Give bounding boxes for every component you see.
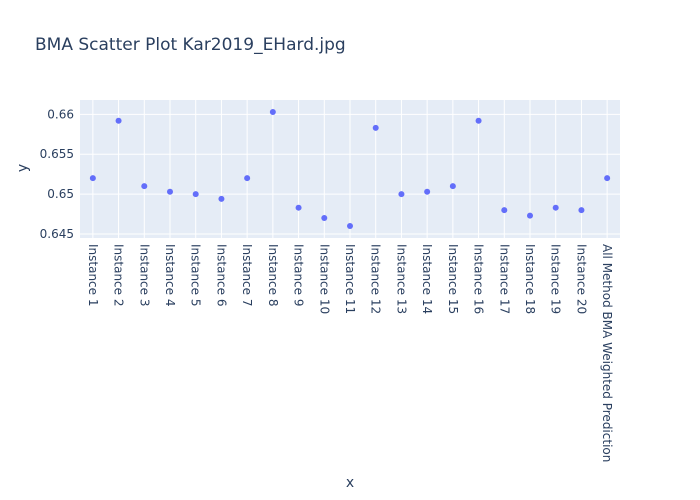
- y-tick-label: 0.65: [47, 187, 74, 201]
- x-tick-label: Instance 14: [420, 244, 434, 314]
- y-tick-label: 0.655: [40, 147, 74, 161]
- x-tick-label: Instance 8: [266, 244, 280, 307]
- data-point: [115, 117, 122, 124]
- data-point: [372, 124, 379, 131]
- x-tick-label: Instance 1: [86, 244, 100, 307]
- data-point: [449, 183, 456, 190]
- gridlines: [80, 100, 620, 238]
- x-tick-label: All Method BMA Weighted Prediction: [600, 244, 614, 462]
- x-tick-label: Instance 4: [163, 244, 177, 307]
- data-point: [578, 207, 585, 214]
- data-point: [527, 212, 533, 219]
- x-tick-label: Instance 11: [343, 244, 357, 314]
- data-point: [244, 175, 251, 182]
- data-point: [269, 108, 276, 115]
- data-point: [167, 188, 173, 195]
- data-point: [604, 175, 611, 182]
- x-tick-label: Instance 15: [446, 244, 460, 314]
- x-axis-title: x: [346, 475, 354, 491]
- data-point: [89, 175, 96, 182]
- x-tick-label: Instance 3: [137, 244, 151, 307]
- x-tick-label: Instance 13: [394, 244, 408, 314]
- y-tick-label: 0.645: [40, 227, 74, 241]
- x-tick-label: Instance 17: [497, 244, 511, 314]
- x-tick-label: Instance 7: [240, 244, 254, 307]
- chart-title: BMA Scatter Plot Kar2019_EHard.jpg: [35, 35, 346, 55]
- data-point: [552, 204, 559, 211]
- x-tick-label: Instance 19: [549, 244, 563, 314]
- x-tick-label: Instance 2: [112, 244, 126, 307]
- data-point: [218, 195, 225, 202]
- data-point: [347, 223, 353, 230]
- data-point: [321, 215, 328, 222]
- x-tick-label: Instance 12: [369, 244, 383, 314]
- data-point: [295, 204, 302, 211]
- data-point: [424, 188, 431, 195]
- data-points: [89, 108, 611, 230]
- y-axis-title: y: [15, 164, 31, 172]
- x-axis-ticks: Instance 1 Instance 2 Instance 3 Instance 4…: [86, 244, 614, 462]
- data-point: [192, 191, 199, 198]
- x-tick-label: Instance 9: [292, 244, 306, 307]
- x-tick-label: Instance 20: [574, 244, 588, 314]
- x-tick-label: Instance 16: [472, 244, 486, 314]
- data-point: [141, 183, 148, 190]
- x-tick-label: Instance 18: [523, 244, 537, 314]
- y-axis-ticks: 0.645 0.65 0.655 0.66: [40, 107, 74, 241]
- x-tick-label: Instance 6: [214, 244, 228, 307]
- x-tick-label: Instance 10: [317, 244, 331, 314]
- data-point: [501, 207, 508, 214]
- data-point: [398, 191, 405, 198]
- x-tick-label: Instance 5: [189, 244, 203, 307]
- y-tick-label: 0.66: [47, 107, 74, 121]
- data-point: [475, 117, 482, 124]
